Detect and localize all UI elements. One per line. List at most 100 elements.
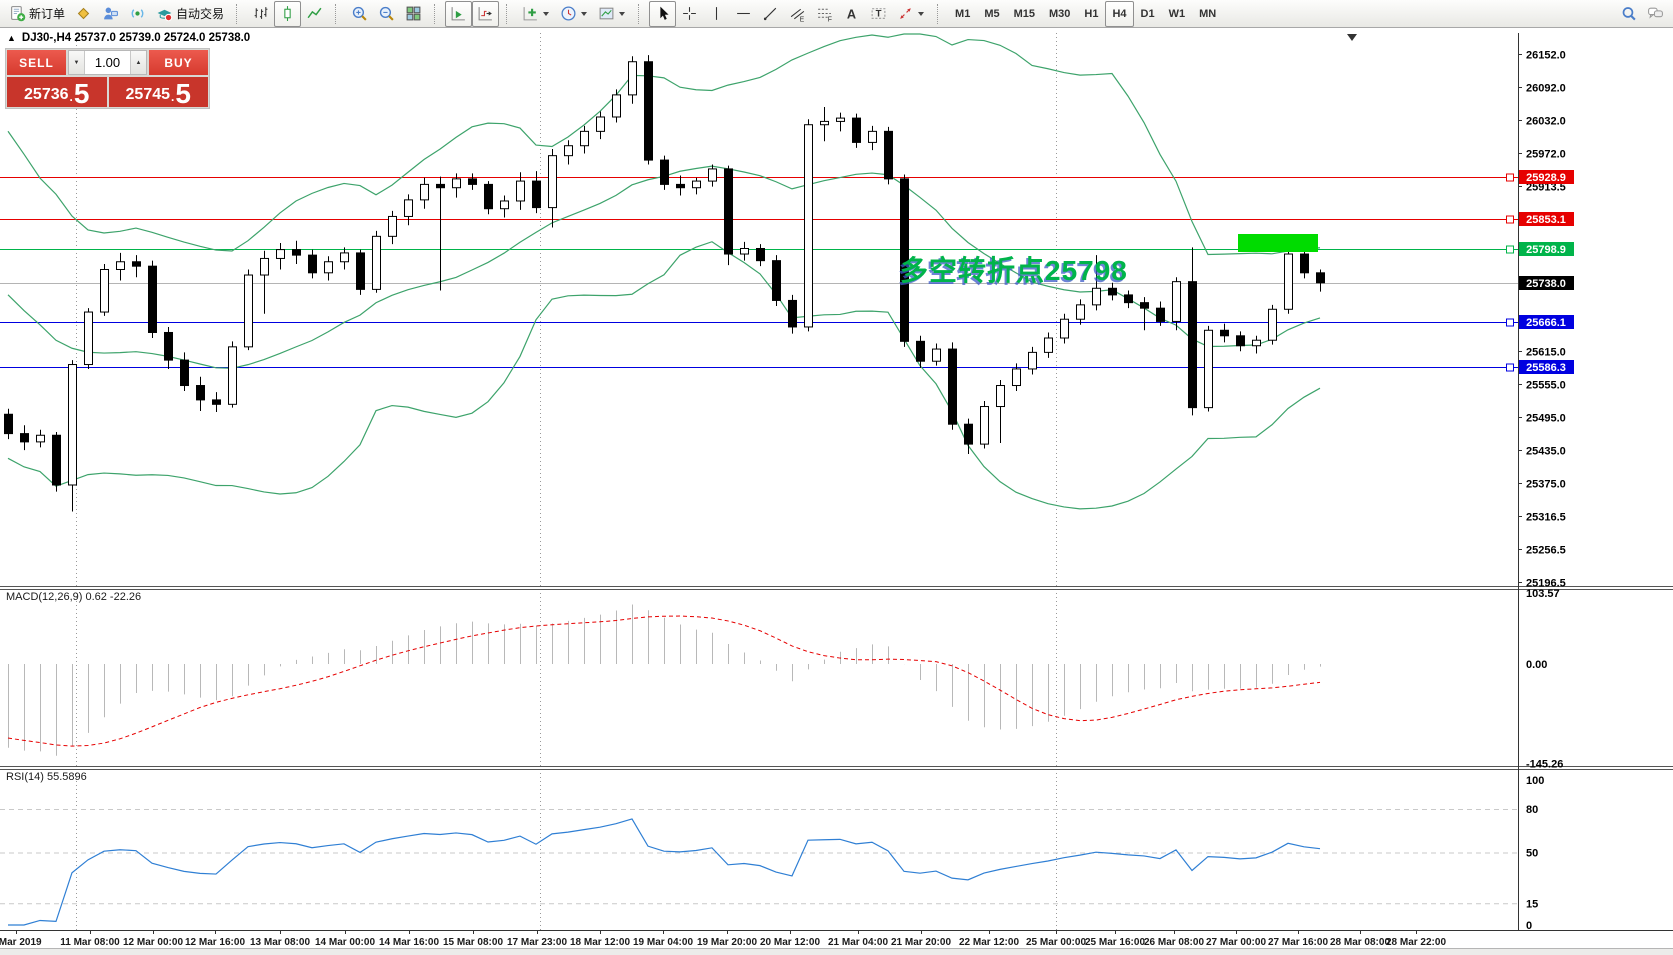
candles xyxy=(4,55,1325,512)
level-line-handle[interactable] xyxy=(1506,318,1514,327)
data-window-button[interactable] xyxy=(97,1,124,27)
macd-label: MACD(12,26,9) 0.62 -22.26 xyxy=(6,591,142,603)
text-label-icon: T xyxy=(871,8,886,20)
auto-scroll-icon xyxy=(451,7,465,21)
time-axis-label[interactable]: 13 Mar 08:00 xyxy=(250,937,310,948)
buy-button[interactable]: BUY xyxy=(149,50,208,75)
label-tool-button[interactable]: T xyxy=(865,1,892,27)
auto-trading-icon xyxy=(157,9,173,22)
volume-decrease-button[interactable]: ▼ xyxy=(69,51,85,74)
time-axis-label[interactable]: 20 Mar 12:00 xyxy=(760,937,820,948)
level-line-handle[interactable] xyxy=(1506,363,1514,372)
time-axis-label[interactable]: 21 Mar 04:00 xyxy=(828,937,888,948)
timeframe-w1[interactable]: W1 xyxy=(1168,7,1186,20)
chart-annotation-text[interactable]: 多空转折点25798 xyxy=(900,255,1128,286)
time-axis-label[interactable]: 27 Mar 16:00 xyxy=(1268,937,1328,948)
time-axis-label[interactable]: 8 Mar 2019 xyxy=(0,937,42,948)
chart-shift-icon xyxy=(478,7,492,21)
toolbar-separator xyxy=(236,3,243,24)
chart-shift-button[interactable] xyxy=(472,0,500,27)
timeframe-d1[interactable]: D1 xyxy=(1140,7,1155,20)
time-axis-label[interactable]: 27 Mar 00:00 xyxy=(1206,937,1266,948)
templates-button[interactable] xyxy=(593,1,631,27)
time-axis-label[interactable]: 28 Mar 08:00 xyxy=(1330,937,1390,948)
buy-price-dot: . xyxy=(171,90,175,104)
line-chart-icon xyxy=(307,7,322,19)
timeframe-m30[interactable]: M30 xyxy=(1049,7,1071,20)
time-axis-label[interactable]: 25 Mar 00:00 xyxy=(1026,937,1086,948)
time-axis-label[interactable]: 14 Mar 00:00 xyxy=(315,937,375,948)
time-axis-label[interactable]: 19 Mar 20:00 xyxy=(697,937,757,948)
channel-tool-button[interactable]: E xyxy=(784,1,811,27)
price-tick-label: 25316.5 xyxy=(1526,512,1566,524)
horizontal-line-tool-button[interactable] xyxy=(730,1,757,27)
level-line-handle[interactable] xyxy=(1506,173,1514,182)
tile-windows-button[interactable] xyxy=(400,1,427,27)
time-axis-label[interactable]: 25 Mar 16:00 xyxy=(1085,937,1145,948)
new-order-button[interactable]: 新订单 xyxy=(4,1,70,27)
zoom-out-button[interactable] xyxy=(373,1,400,27)
time-axis-label[interactable]: 12 Mar 16:00 xyxy=(185,937,245,948)
volume-increase-button[interactable]: ▲ xyxy=(130,51,146,74)
price-chart[interactable]: 26152.0 26092.0 26032.0 25972.0 25913.5 25615… xyxy=(0,28,1673,955)
time-axis-label[interactable]: 17 Mar 23:00 xyxy=(507,937,567,948)
candlestick-chart-button[interactable] xyxy=(274,0,302,27)
rsi-scale-label: 80 xyxy=(1526,804,1538,816)
sell-price-dot: . xyxy=(69,90,73,104)
search-button[interactable] xyxy=(1615,1,1642,27)
cursor-tool-button[interactable] xyxy=(649,0,677,27)
level-line-handle[interactable] xyxy=(1506,215,1514,224)
alerts-button[interactable] xyxy=(124,1,151,27)
line-chart-button[interactable] xyxy=(301,1,328,27)
fibonacci-tool-button[interactable]: F xyxy=(811,1,838,27)
periods-button[interactable] xyxy=(555,1,593,27)
time-axis-label[interactable]: 11 Mar 08:00 xyxy=(60,937,120,948)
timeframe-m15[interactable]: M15 xyxy=(1013,7,1035,20)
level-line-handle[interactable] xyxy=(1506,245,1514,254)
time-axis-label[interactable]: 12 Mar 00:00 xyxy=(123,937,183,948)
bar-chart-button[interactable] xyxy=(247,1,274,27)
market-watch-button[interactable] xyxy=(70,1,97,27)
sell-button[interactable]: SELL xyxy=(7,50,66,75)
shift-marker-icon[interactable] xyxy=(1347,34,1357,41)
time-axis-label[interactable]: 18 Mar 12:00 xyxy=(570,937,630,948)
collapse-arrow-icon[interactable]: ▲ xyxy=(7,32,16,43)
sell-price[interactable]: 25736. 5 xyxy=(7,77,107,108)
time-axis-label[interactable]: 15 Mar 08:00 xyxy=(443,937,503,948)
search-icon xyxy=(1622,7,1636,21)
indicators-button[interactable] xyxy=(517,1,555,27)
price-tick-label: 25555.0 xyxy=(1526,380,1566,392)
zoom-in-button[interactable] xyxy=(346,1,373,27)
crosshair-tool-button[interactable] xyxy=(676,1,703,27)
time-axis-label[interactable]: 19 Mar 04:00 xyxy=(633,937,693,948)
rsi-scale-label: 15 xyxy=(1526,898,1538,910)
time-axis-label[interactable]: 22 Mar 12:00 xyxy=(959,937,1019,948)
timeframe-group: M1 M5 M15 M30 H1 H4 D1 W1 MN xyxy=(948,0,1223,27)
text-tool-button[interactable]: A xyxy=(838,1,865,27)
toolbar-separator xyxy=(506,3,513,24)
price-level-label: 25798.9 xyxy=(1519,242,1574,256)
arrows-tool-button[interactable] xyxy=(892,1,930,27)
timeframe-m1[interactable]: M1 xyxy=(955,7,971,20)
timeframe-m5[interactable]: M5 xyxy=(984,7,1000,20)
highlight-zone[interactable] xyxy=(1238,234,1318,252)
zoom-out-icon xyxy=(379,6,394,21)
new-order-label: 新订单 xyxy=(29,7,66,21)
auto-scroll-button[interactable] xyxy=(445,0,473,27)
timeframe-h1[interactable]: H1 xyxy=(1084,7,1099,20)
time-axis-label[interactable]: 26 Mar 08:00 xyxy=(1144,937,1204,948)
auto-trading-button[interactable]: 自动交易 xyxy=(151,1,229,27)
trendline-tool-button[interactable] xyxy=(757,1,784,27)
buy-price[interactable]: 25745. 5 xyxy=(108,77,208,108)
timeframe-h4[interactable]: H4 xyxy=(1105,0,1134,27)
time-axis-label[interactable]: 21 Mar 20:00 xyxy=(891,937,951,948)
vertical-line-tool-button[interactable] xyxy=(703,1,730,27)
chat-button[interactable] xyxy=(1642,1,1669,27)
data-window-icon xyxy=(104,7,118,20)
volume-input[interactable] xyxy=(85,51,130,74)
time-axis-label[interactable]: 14 Mar 16:00 xyxy=(379,937,439,948)
timeframe-mn[interactable]: MN xyxy=(1199,7,1217,20)
arrows-icon xyxy=(900,8,911,19)
rsi-scale-label: 0 xyxy=(1526,920,1532,932)
time-axis-label[interactable]: 28 Mar 22:00 xyxy=(1386,937,1446,948)
